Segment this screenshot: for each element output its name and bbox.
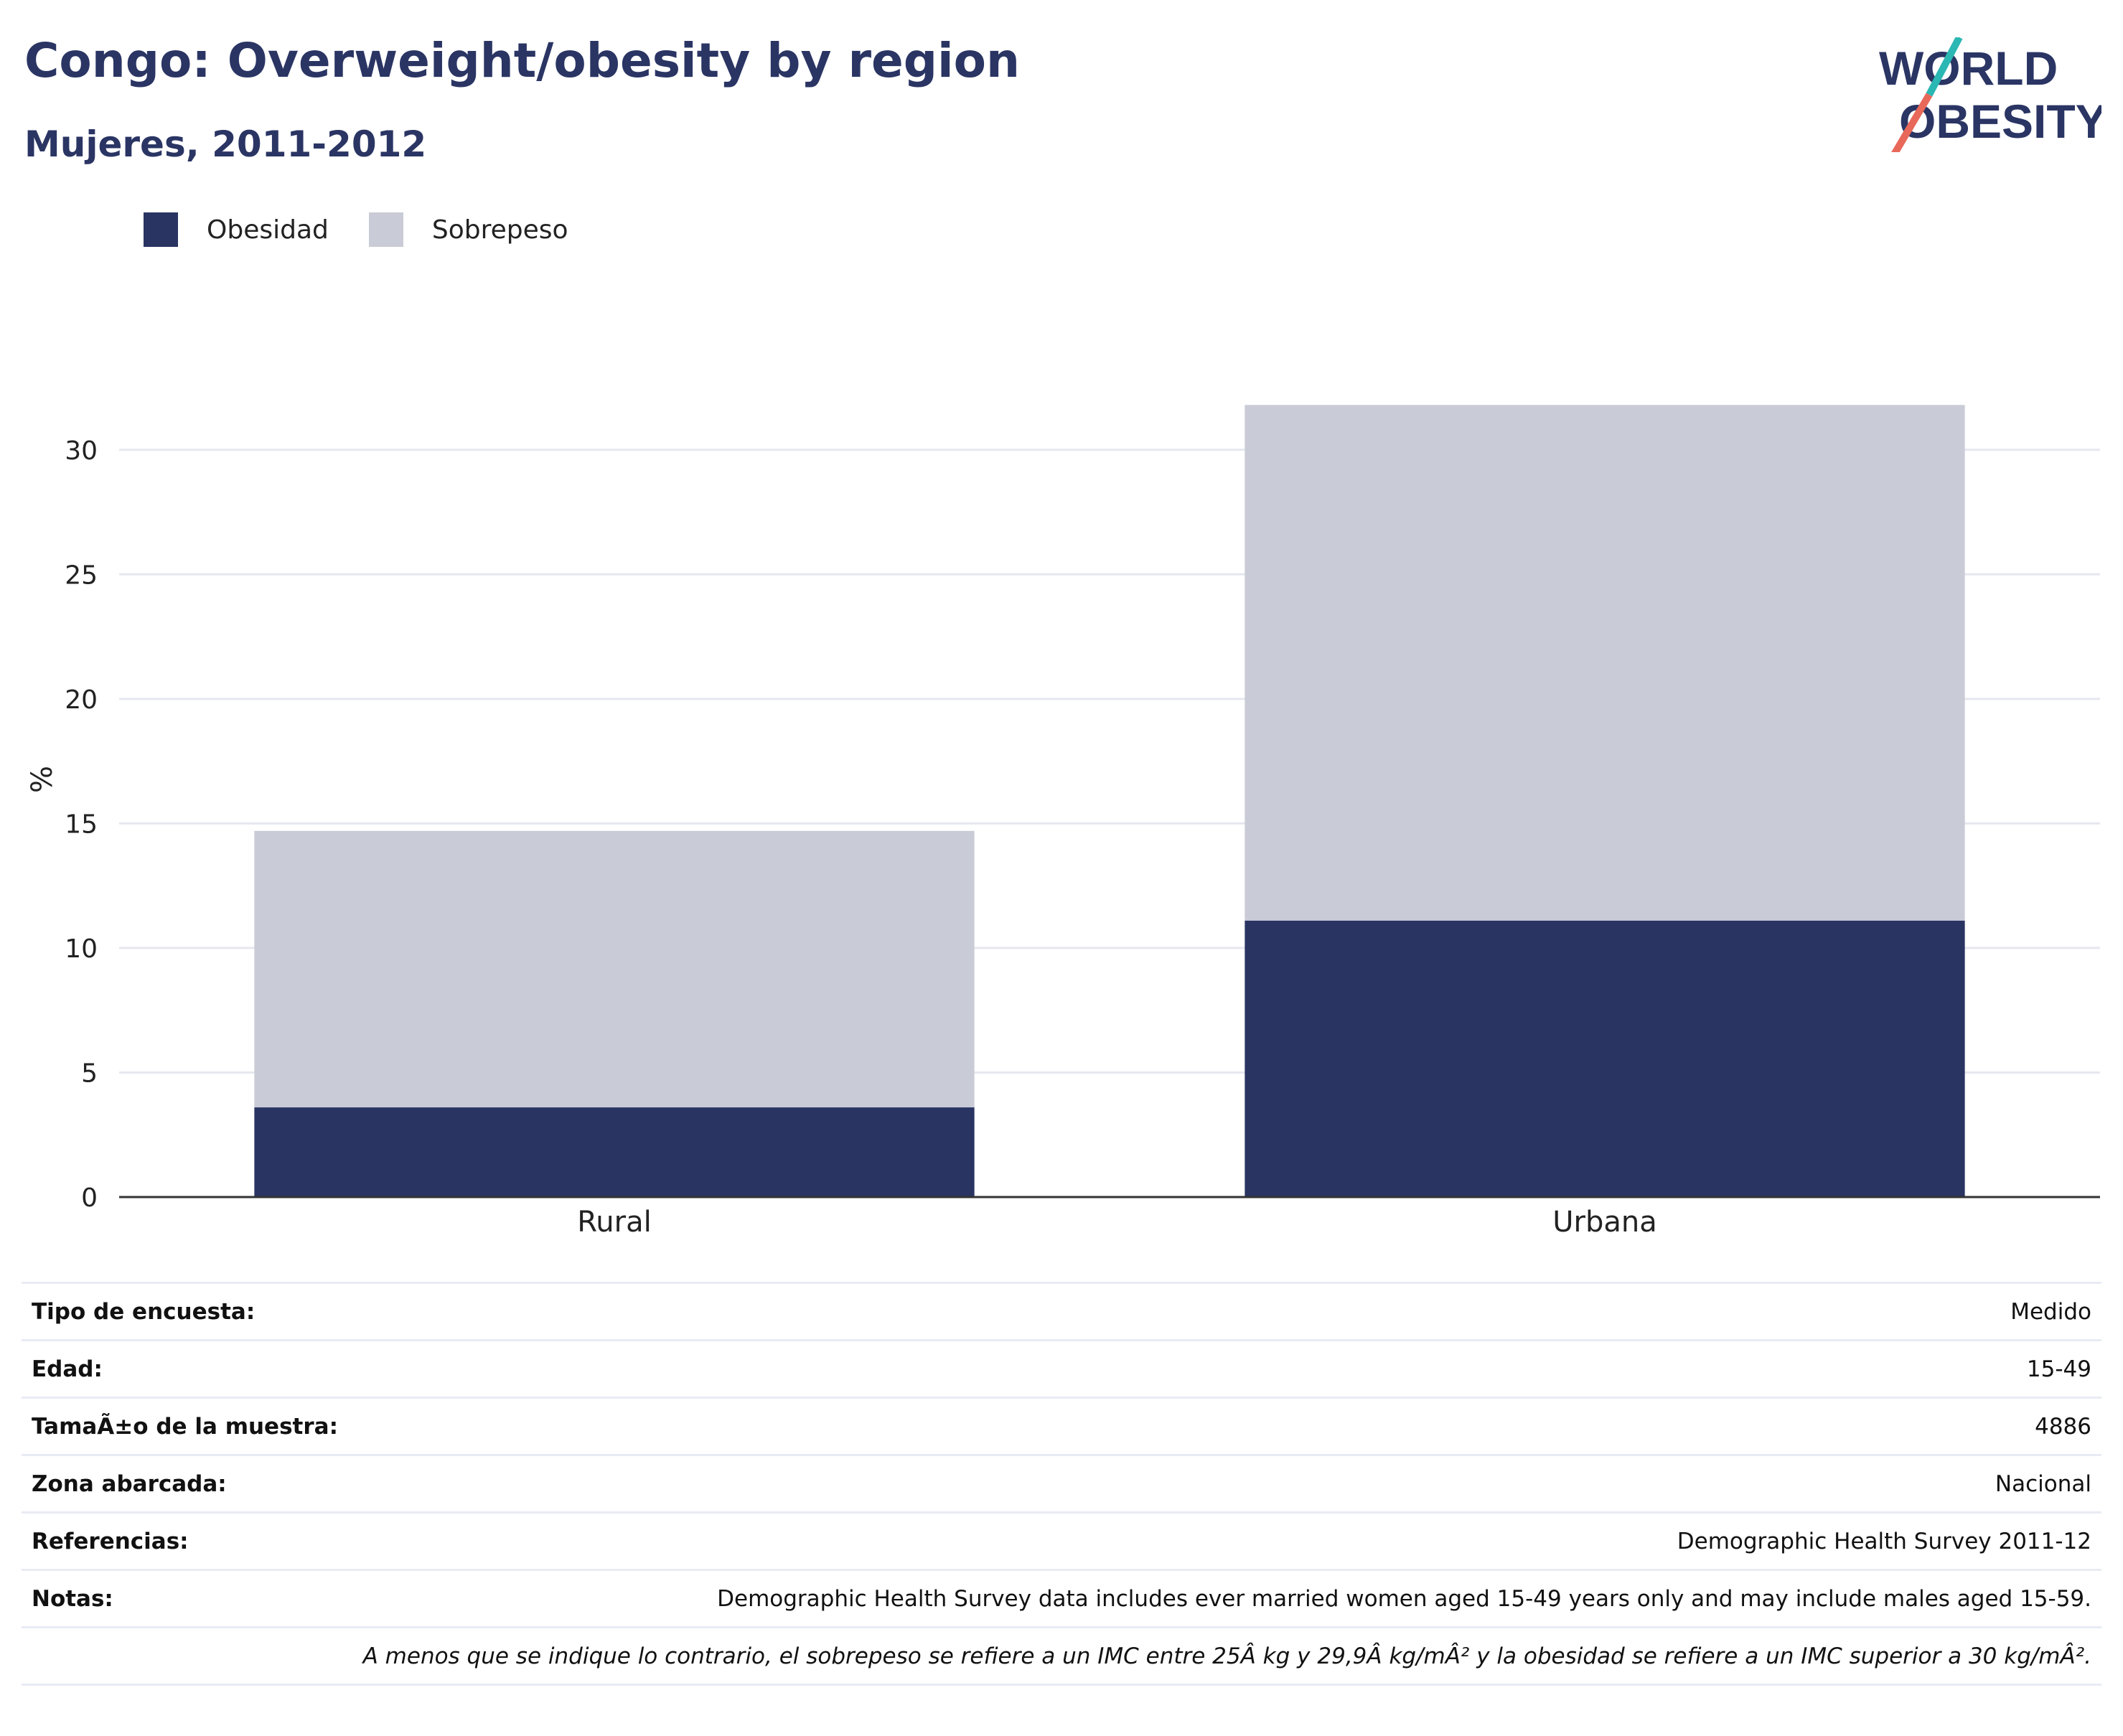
info-label: Notas: (22, 1569, 416, 1628)
info-value: Demographic Health Survey 2011-12 (416, 1511, 2101, 1571)
legend-label-sobrepeso: Sobrepeso (431, 215, 568, 245)
legend-label-obesidad: Obesidad (207, 215, 329, 245)
info-value: 4886 (416, 1397, 2101, 1456)
legend-swatch-obesidad (144, 212, 178, 247)
logo-line-1: WORLD (1879, 42, 2058, 95)
info-row: Referencias: Demographic Health Survey 20… (22, 1511, 2101, 1571)
y-axis-label: % (26, 766, 59, 793)
info-label: Edad: (22, 1339, 416, 1399)
info-label: TamaÃ±o de la muestra: (22, 1397, 416, 1456)
bar-urbana-sobrepeso (1245, 405, 1965, 921)
info-row: Tipo de encuesta: Medido (22, 1282, 2101, 1341)
info-label: Tipo de encuesta: (22, 1282, 416, 1341)
footnote-row: A menos que se indique lo contrario, el … (22, 1626, 2101, 1686)
info-label: Referencias: (22, 1511, 416, 1571)
y-tick-label-15: 15 (65, 810, 98, 839)
chart-title: Congo: Overweight/obesity by region (24, 33, 1020, 88)
y-tick-label-0: 0 (81, 1183, 98, 1213)
chart-legend: Obesidad Sobrepeso (144, 212, 609, 247)
info-value: 15-49 (416, 1339, 2101, 1399)
chart-subtitle: Mujeres, 2011-2012 (24, 123, 427, 165)
survey-info-table: Tipo de encuesta: Medido Edad: 15-49 TamaÃ±o… (22, 1282, 2101, 1686)
world-obesity-logo: WORLD OBESITY (1879, 37, 2101, 152)
y-tick-label-5: 5 (81, 1059, 98, 1088)
bar-rural-sobrepeso (254, 830, 975, 1108)
logo-slash-top (1926, 37, 1963, 97)
x-tick-label-rural: Rural (577, 1206, 651, 1239)
legend-item-sobrepeso[interactable]: Sobrepeso (368, 212, 568, 247)
footnote: A menos que se indique lo contrario, el … (22, 1626, 2101, 1686)
y-tick-label-10: 10 (65, 934, 98, 964)
info-value: Medido (416, 1282, 2101, 1341)
legend-item-obesidad[interactable]: Obesidad (144, 212, 329, 247)
info-row: Notas: Demographic Health Survey data inc… (22, 1569, 2101, 1628)
stacked-bar-chart: 0 5 10 15 20 25 30% Rural Urbana (26, 405, 2100, 1239)
info-row: Zona abarcada: Nacional (22, 1454, 2101, 1514)
x-tick-label-urbana: Urbana (1552, 1206, 1657, 1239)
info-row: TamaÃ±o de la muestra: 4886 (22, 1397, 2101, 1456)
y-tick-label-25: 25 (65, 560, 98, 590)
y-tick-label-30: 30 (65, 436, 98, 466)
info-value: Nacional (416, 1454, 2101, 1514)
y-tick-label-20: 20 (65, 685, 98, 715)
info-label: Zona abarcada: (22, 1454, 416, 1514)
info-value: Demographic Health Survey data includes … (416, 1569, 2101, 1628)
legend-swatch-sobrepeso (368, 212, 403, 247)
logo-line-2: OBESITY (1899, 95, 2101, 148)
bar-urbana-obesidad (1245, 920, 1965, 1197)
info-row: Edad: 15-49 (22, 1339, 2101, 1399)
logo-slash-bottom (1891, 93, 1933, 152)
bar-rural-obesidad (254, 1107, 975, 1197)
